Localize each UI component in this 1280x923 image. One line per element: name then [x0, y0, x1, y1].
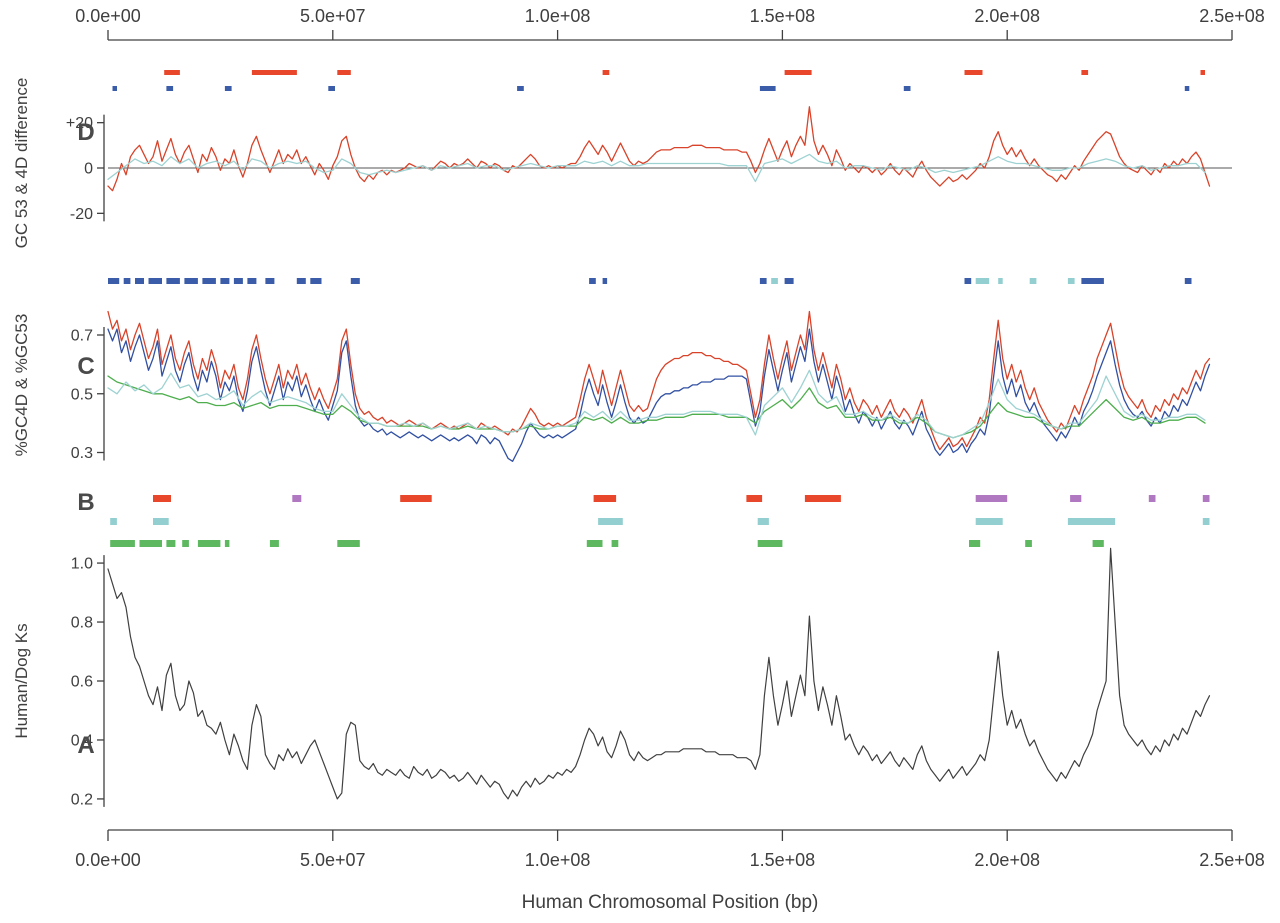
y-tick-label: 0: [84, 161, 93, 178]
x-tick-label: 2.5e+08: [1199, 6, 1265, 26]
series-gc4d-green: [107, 375, 1206, 439]
panel-d: +20 0 -20: [66, 70, 1232, 223]
panel-c: 0.7 0.5 0.3: [71, 278, 1211, 462]
series-gc-difference-red: [107, 106, 1211, 192]
panel-d-ylabel-text: GC 53 & 4D difference: [12, 77, 31, 249]
y-tick-label: 0.6: [71, 674, 93, 691]
y-tick-label: +20: [66, 115, 93, 132]
panel-d-letter: D: [77, 119, 95, 146]
d-red-blocks: [164, 70, 1205, 75]
y-tick-label: 0.4: [71, 732, 93, 749]
panel-c-letter: C: [77, 353, 95, 380]
x-tick-label: 5.0e+07: [300, 6, 366, 26]
panel-a-letter: A: [77, 732, 95, 759]
series-gc4d-pale-cyan: [107, 369, 1206, 439]
panel-a-ylabel-text: Human/Dog Ks: [12, 623, 31, 739]
panel-a: 1.0 0.8 0.6 0.4 0.2: [71, 547, 1211, 808]
c-blue-blocks: [108, 278, 1192, 284]
x-tick-label: 1.5e+08: [750, 6, 816, 26]
series-ks-black: [107, 547, 1211, 800]
b-cyan-blocks: [110, 518, 1210, 525]
x-tick-label: 1.0e+08: [525, 6, 591, 26]
b-green-blocks: [110, 540, 1104, 547]
x-tick-label: 1.0e+08: [525, 850, 591, 870]
y-tick-label: 0.3: [71, 445, 93, 462]
x-tick-label: 2.0e+08: [974, 6, 1040, 26]
x-tick-label: 2.5e+08: [1199, 850, 1265, 870]
c-cyan-blocks: [771, 278, 1075, 284]
x-tick-label: 0.0e+00: [75, 850, 141, 870]
x-tick-label: 1.5e+08: [750, 850, 816, 870]
d-blue-blocks: [112, 86, 1190, 91]
y-tick-label: 0.5: [71, 386, 93, 403]
y-tick-label: 0.8: [71, 615, 93, 632]
x-tick-label: 0.0e+00: [75, 6, 141, 26]
b-purple-blocks: [292, 495, 1210, 502]
b-red-blocks: [153, 495, 841, 502]
y-tick-label: 1.0: [71, 556, 93, 573]
x-tick-label: 2.0e+08: [974, 850, 1040, 870]
y-tick-label: -20: [70, 206, 93, 223]
x-tick-label: 5.0e+07: [300, 850, 366, 870]
panel-b-letter: B: [77, 489, 95, 516]
panel-c-ylabel-text: %GC4D & %GC53: [12, 313, 31, 457]
bottom-x-axis: 0.0e+00 5.0e+07 1.0e+08 1.5e+08 2.0e+08 2.5e+…: [75, 829, 1265, 870]
top-x-axis: 0.0e+00 5.0e+07 1.0e+08 1.5e+08 2.0e+08 2.5e+…: [75, 6, 1265, 41]
panel-b: [110, 495, 1210, 547]
series-gc53-red: [107, 310, 1211, 451]
y-tick-label: 0.7: [71, 328, 93, 345]
y-tick-label: 0.2: [71, 791, 93, 808]
x-axis-title: Human Chromosomal Position (bp): [521, 892, 819, 913]
series-gc53-blue: [107, 328, 1211, 462]
series-gc-difference-pale-blue: [107, 153, 1206, 183]
